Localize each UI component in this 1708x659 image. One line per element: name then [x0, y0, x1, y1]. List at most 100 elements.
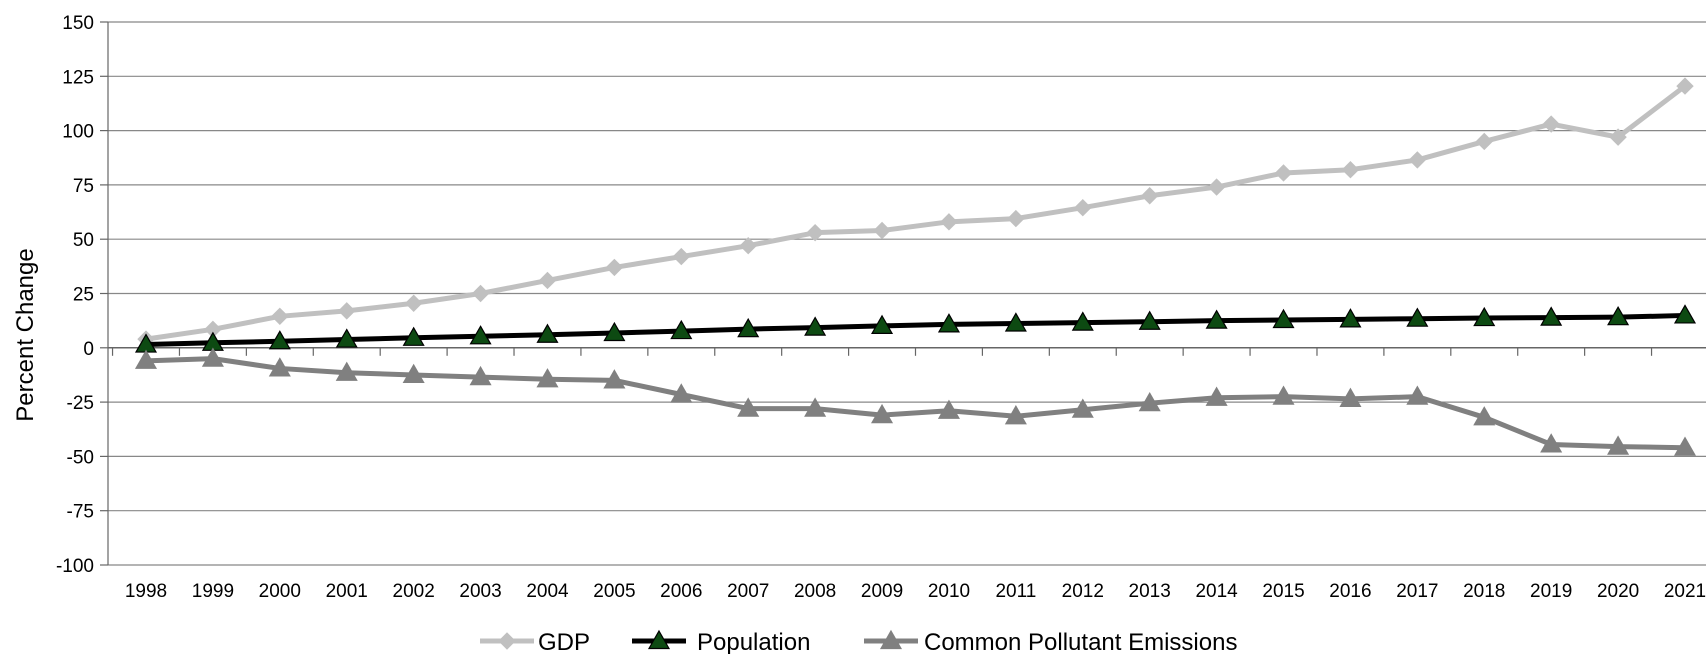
x-tick-label: 2012 — [1062, 581, 1104, 602]
x-tick-label: 2008 — [794, 581, 836, 602]
data-point — [1071, 311, 1094, 331]
x-tick-label: 2018 — [1463, 581, 1505, 602]
y-tick-labels: -100 -75 -50 -25 0 25 50 75 100 125 150 — [56, 13, 94, 577]
data-point — [603, 321, 626, 342]
data-point — [201, 347, 224, 367]
axes — [100, 21, 1706, 566]
legend-item: GDP — [480, 629, 590, 656]
y-tick-label: -75 — [67, 502, 94, 523]
data-point — [937, 399, 960, 419]
data-point — [1274, 164, 1293, 182]
data-point — [1004, 405, 1027, 425]
data-point — [538, 271, 557, 290]
x-tick-label: 2013 — [1129, 581, 1171, 602]
legend-marker — [879, 629, 903, 650]
data-point — [469, 325, 492, 345]
data-point — [937, 313, 960, 333]
data-point — [1676, 77, 1694, 95]
data-point — [1074, 198, 1092, 217]
y-axis-title: Percent Change — [12, 248, 39, 421]
data-point — [404, 294, 423, 312]
x-tick-label: 2000 — [259, 581, 301, 602]
data-point — [1609, 128, 1627, 146]
x-tick-label: 2009 — [861, 581, 903, 602]
series-line — [145, 84, 1687, 342]
data-point — [871, 314, 894, 334]
data-point — [1205, 309, 1228, 329]
x-tick-label: 2010 — [928, 581, 970, 602]
data-point — [672, 247, 691, 266]
data-point — [1406, 307, 1429, 327]
x-tick-label: 2016 — [1329, 581, 1371, 602]
data-point — [1408, 151, 1427, 169]
data-point — [1207, 178, 1226, 196]
x-tick-label: 2017 — [1396, 581, 1438, 602]
x-tick-label: 2003 — [459, 581, 501, 602]
data-point — [873, 221, 891, 240]
data-point — [1007, 209, 1025, 228]
y-tick-label: 0 — [83, 339, 94, 360]
data-point — [806, 223, 824, 242]
legend-label: Population — [697, 629, 810, 654]
series-gdp — [137, 77, 1694, 348]
data-point — [1272, 308, 1295, 329]
legend-item: Common Pollutant Emissions — [864, 629, 1237, 656]
data-point — [1540, 306, 1563, 326]
y-tick-label: 100 — [62, 122, 94, 143]
data-point — [1473, 406, 1496, 426]
data-point — [469, 365, 492, 386]
data-point — [1473, 306, 1496, 327]
data-point — [804, 397, 827, 417]
data-point — [737, 397, 760, 417]
y-tick-label: 150 — [62, 13, 94, 34]
y-tick-label: 125 — [62, 67, 94, 88]
x-tick-label: 2021 — [1664, 581, 1706, 602]
data-point — [134, 349, 158, 369]
x-tick-label: 2004 — [526, 581, 569, 602]
legend: GDP Population Common Pollutant Emissions — [480, 629, 1237, 656]
legend-label: Common Pollutant Emissions — [924, 629, 1237, 654]
y-tick-label: -25 — [67, 393, 94, 414]
x-tick-label: 2020 — [1597, 581, 1639, 602]
data-point — [402, 326, 425, 346]
data-point — [471, 284, 490, 303]
data-point — [670, 383, 693, 403]
data-point — [605, 258, 624, 277]
data-point — [739, 237, 757, 255]
gridlines — [108, 21, 1706, 566]
data-point — [1475, 132, 1493, 151]
data-point — [268, 357, 291, 377]
data-point — [1673, 304, 1697, 324]
data-point — [1540, 433, 1563, 453]
x-tick-label: 1999 — [192, 581, 234, 602]
legend-label: GDP — [538, 629, 590, 654]
data-point — [1607, 435, 1630, 455]
data-point — [1071, 398, 1094, 418]
data-point — [737, 317, 760, 338]
data-point — [268, 330, 291, 350]
y-tick-label: -100 — [56, 556, 94, 577]
x-tick-label: 2007 — [727, 581, 769, 602]
x-tick-label: 2005 — [593, 581, 635, 602]
y-tick-label: 75 — [73, 176, 94, 197]
data-point — [670, 319, 693, 340]
data-point — [1205, 386, 1228, 406]
data-point — [1138, 310, 1161, 330]
data-point — [536, 323, 559, 343]
x-tick-label: 2011 — [995, 581, 1036, 602]
data-point — [1341, 160, 1360, 179]
x-tick-label: 1998 — [125, 581, 167, 602]
y-tick-label: -50 — [67, 447, 94, 468]
x-tick-label: 2014 — [1195, 581, 1238, 602]
data-point — [271, 307, 289, 326]
data-point — [1339, 387, 1362, 407]
data-point — [1138, 391, 1161, 412]
data-point — [1673, 436, 1697, 456]
series-line — [145, 356, 1686, 451]
series — [134, 77, 1697, 456]
data-point — [804, 316, 827, 336]
data-point — [335, 328, 358, 348]
data-point — [536, 368, 559, 388]
